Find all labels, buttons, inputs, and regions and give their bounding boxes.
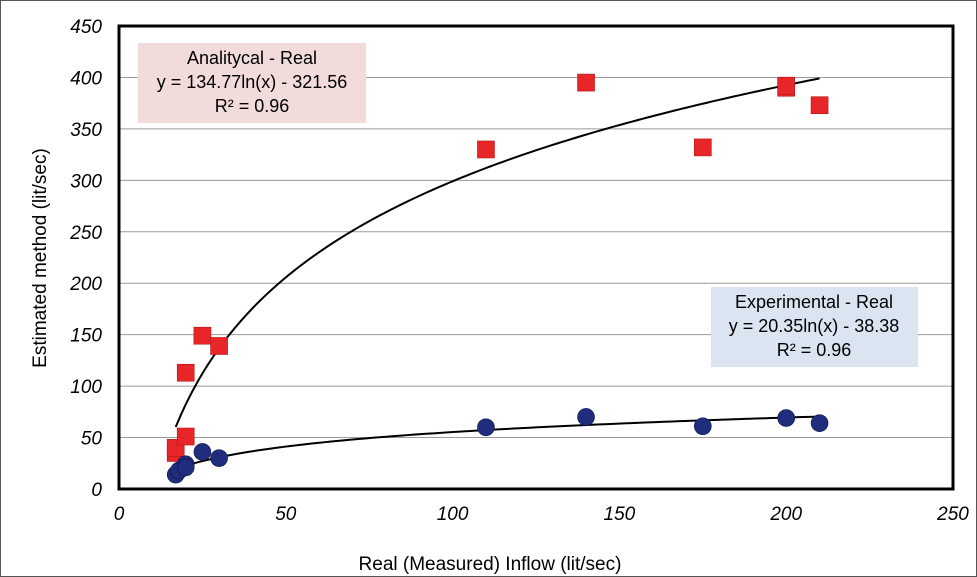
y-axis-ticks: 0 50 100 150 200 250 300 350 400 450	[69, 17, 102, 501]
experimental-data-point	[210, 449, 228, 467]
y-tick-label: 50	[81, 429, 103, 450]
experimental-data-point	[777, 409, 796, 427]
y-axis-title: Estimated method (lit/sec)	[30, 148, 51, 368]
experimental-series-title: Experimental - Real	[735, 292, 893, 312]
analytical-equation: y = 134.77ln(x) - 321.56	[157, 72, 348, 92]
y-tick-label: 300	[70, 171, 102, 192]
y-tick-label: 350	[70, 120, 102, 141]
y-tick-label: 150	[70, 326, 102, 347]
x-tick-label: 0	[114, 504, 125, 525]
analytical-data-point	[477, 140, 495, 159]
data-points	[166, 73, 829, 484]
analytical-equation-box: Analitycal - Real y = 134.77ln(x) - 321.…	[138, 43, 366, 123]
x-tick-label: 200	[769, 504, 802, 525]
experimental-data-point	[176, 458, 195, 477]
trendline-experimental	[175, 415, 820, 471]
analytical-data-point	[210, 337, 228, 355]
experimental-data-point	[193, 443, 212, 461]
grid-lines	[119, 76, 953, 439]
trendlines	[174, 77, 820, 471]
analytical-data-point	[693, 138, 712, 157]
analytical-data-point	[176, 363, 195, 382]
y-tick-label: 200	[69, 274, 102, 295]
analytical-equation-background	[138, 43, 366, 123]
plot-area-border	[117, 24, 955, 491]
trendline-analytical	[174, 77, 820, 428]
x-tick-label: 50	[275, 504, 297, 525]
experimental-data-point	[810, 414, 829, 432]
analytical-data-point	[577, 73, 595, 92]
analytical-r2: R² = 0.96	[215, 96, 290, 116]
x-tick-label: 250	[936, 504, 969, 525]
experimental-data-point	[693, 417, 712, 436]
y-tick-label: 250	[69, 223, 102, 244]
experimental-equation-box: Experimental - Real y = 20.35ln(x) - 38.…	[711, 287, 918, 367]
experimental-data-point	[477, 418, 495, 437]
x-axis-ticks: 0 50 100 150 200 250	[114, 504, 970, 525]
x-tick-label: 100	[437, 504, 469, 525]
analytical-data-point	[810, 96, 829, 115]
analytical-data-point	[176, 427, 195, 446]
analytical-series-title: Analitycal - Real	[187, 48, 317, 68]
experimental-r2: R² = 0.96	[777, 340, 852, 360]
x-axis-title: Real (Measured) Inflow (lit/sec)	[359, 554, 622, 575]
x-tick-label: 150	[604, 504, 636, 525]
analytical-data-point	[193, 326, 212, 345]
experimental-data-point	[577, 408, 595, 426]
experimental-equation: y = 20.35ln(x) - 38.38	[729, 316, 900, 336]
y-tick-label: 100	[70, 377, 102, 398]
y-tick-label: 400	[70, 68, 102, 89]
analytical-data-point	[777, 76, 796, 95]
y-tick-label: 450	[70, 17, 102, 38]
experimental-equation-background	[711, 287, 918, 367]
y-tick-label: 0	[91, 480, 102, 501]
